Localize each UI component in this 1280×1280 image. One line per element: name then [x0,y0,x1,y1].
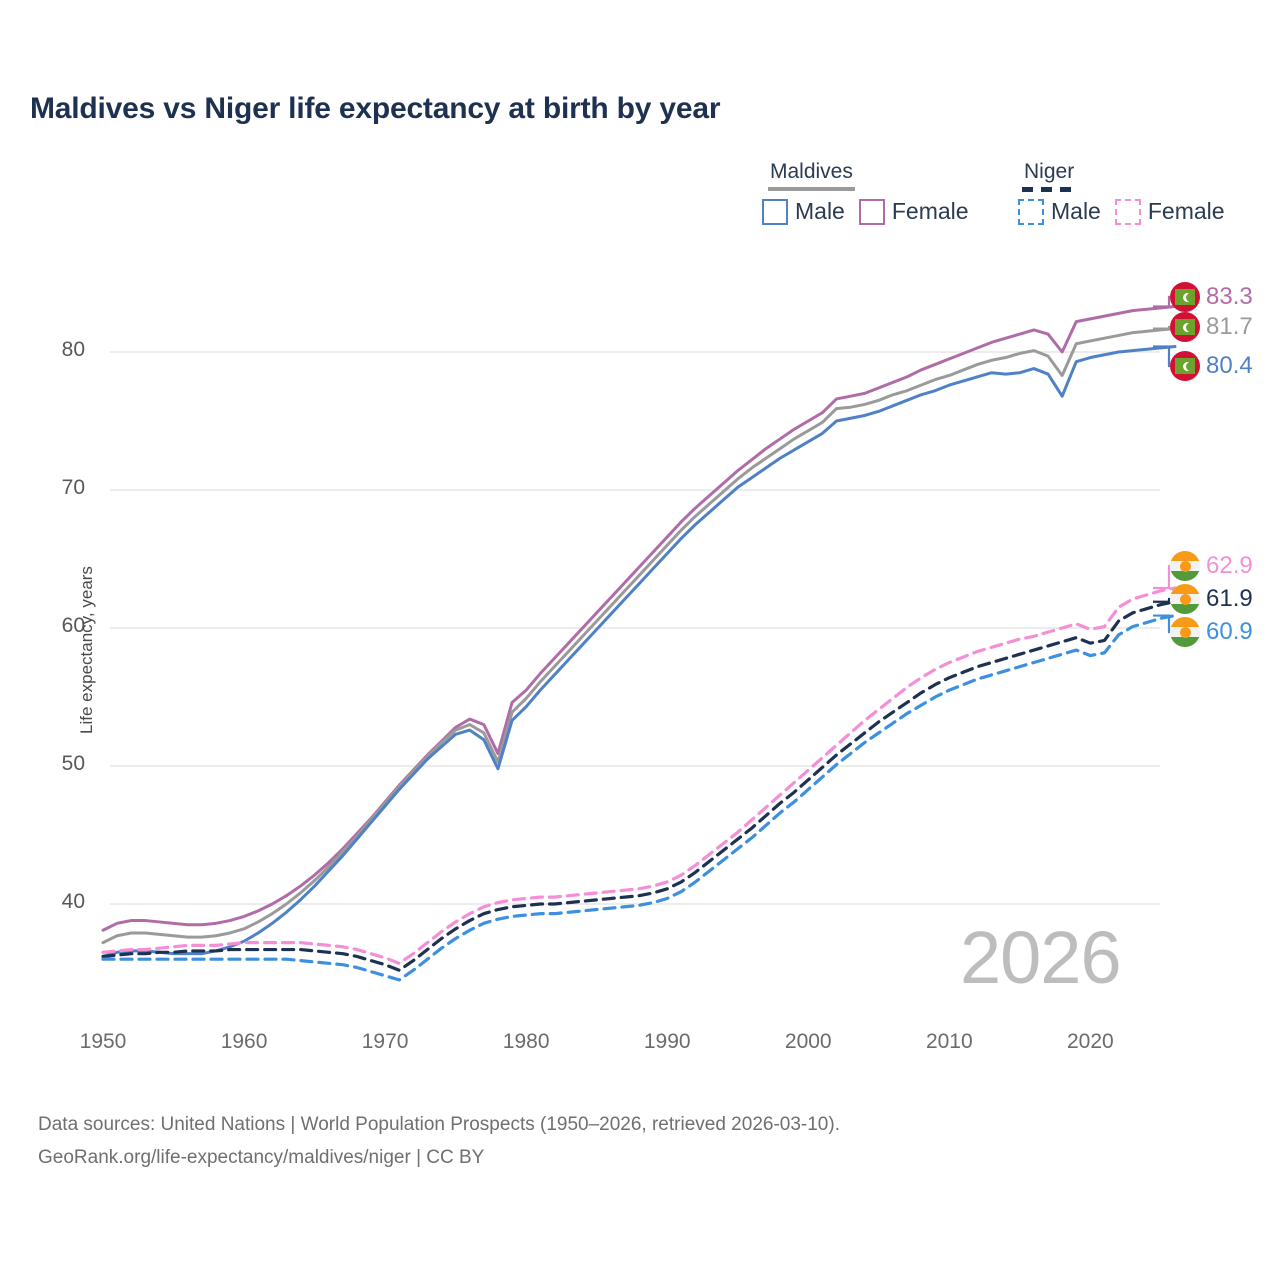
footer-line-sources: Data sources: United Nations | World Pop… [38,1114,840,1135]
end-label-value: 80.4 [1206,352,1253,379]
y-axis-tick: 40 [61,890,85,913]
end-label-value: 83.3 [1206,283,1253,310]
legend-label-niger-male: Male [1051,198,1101,224]
end-label-value: 62.9 [1206,552,1253,579]
legend-item-maldives-female[interactable]: Female [858,198,969,225]
end-label: 81.7 [1170,312,1253,342]
legend-rule-maldives [768,187,855,191]
legend-rule-niger [1022,187,1077,192]
y-axis-tick: 70 [61,476,85,499]
series-line [101,600,1177,972]
legend-item-niger-male[interactable]: Male [1018,198,1101,225]
footer: Data sources: United Nations | World Pop… [38,1108,840,1175]
legend-group-title-maldives: Maldives [770,160,853,183]
legend-label-niger-female: Female [1147,198,1225,224]
legend-swatch-maldives-female [858,198,885,225]
niger-flag [1170,584,1200,614]
x-axis-tick: 1950 [79,1030,127,1053]
end-label-value: 61.9 [1206,585,1253,612]
legend-group-title-niger: Niger [1024,160,1075,183]
footer-line-url: GeoRank.org/life-expectancy/maldives/nig… [38,1147,485,1169]
year-watermark: 2026 [960,916,1122,999]
end-label-leader [1153,325,1171,330]
legend-group-niger: Niger [1022,160,1077,192]
legend-swatch-maldives-male [762,198,788,225]
series-line [101,586,1177,965]
legend-swatch-niger-female [1114,198,1141,225]
niger-flag [1170,617,1200,647]
legend-label-maldives-female: Female [891,198,969,224]
legend: Maldives Niger Male Female Male [750,160,1260,240]
end-label-leader [1153,295,1171,308]
maldives-flag [1170,282,1200,312]
end-label-leader [1153,345,1171,368]
series-line [101,327,1177,945]
legend-group-maldives: Maldives [768,160,855,191]
end-label: 61.9 [1170,584,1253,614]
maldives-flag [1170,312,1200,342]
end-label-leader [1153,614,1171,634]
end-label-leader [1153,597,1171,603]
y-axis-label: Life expectancy, years [77,566,96,734]
y-axis-tick: 80 [61,338,85,361]
legend-swatch-niger-male [1018,198,1044,225]
legend-items-maldives: Male Female [762,198,969,225]
x-axis-tick: 1960 [220,1030,268,1053]
y-axis-tick: 60 [61,614,85,637]
end-label-value: 60.9 [1206,618,1253,645]
end-label-leader [1153,564,1171,590]
end-label-value: 81.7 [1206,313,1253,340]
series-line [101,613,1177,982]
x-axis-tick: 2010 [925,1030,973,1053]
x-axis-tick: 1980 [502,1030,550,1053]
x-axis-tick: 2000 [784,1030,832,1053]
maldives-flag [1170,351,1200,381]
page-title: Maldives vs Niger life expectancy at bir… [30,92,721,125]
end-label: 80.4 [1170,351,1253,381]
x-axis-tick: 2020 [1067,1030,1114,1053]
end-label: 83.3 [1170,282,1253,312]
x-axis-tick: 1990 [643,1030,691,1053]
y-axis-tick: 50 [61,752,85,775]
legend-item-maldives-male[interactable]: Male [762,198,845,225]
niger-flag [1170,551,1200,581]
series-line [101,344,1177,958]
end-label: 62.9 [1170,551,1253,581]
legend-label-maldives-male: Male [795,198,845,224]
legend-items-niger: Male Female [1018,198,1225,225]
end-label: 60.9 [1170,617,1253,647]
legend-item-niger-female[interactable]: Female [1114,198,1225,225]
series-line [101,304,1177,932]
x-axis-tick: 1970 [361,1030,409,1053]
